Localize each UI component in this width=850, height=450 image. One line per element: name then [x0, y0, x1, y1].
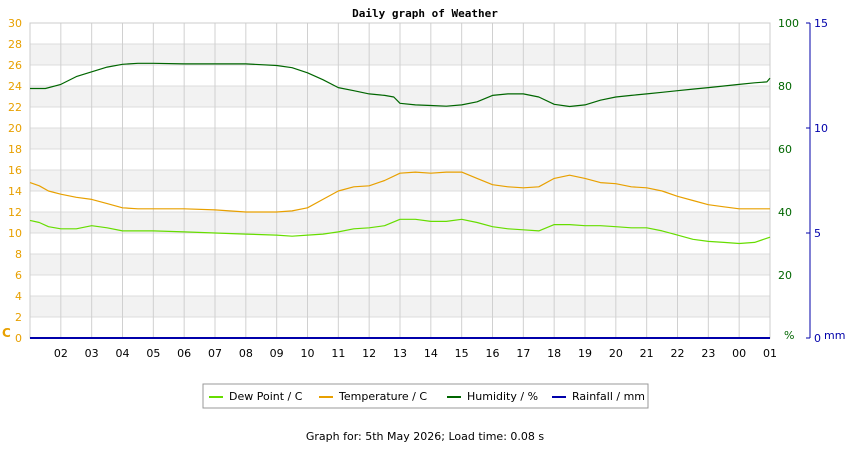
x-tick-label: 16	[486, 347, 500, 360]
y-tick-label-left: 30	[8, 17, 22, 30]
legend	[202, 383, 649, 409]
y-axis-unit-left: C	[2, 326, 11, 340]
y-tick-label-left: 6	[15, 269, 22, 282]
x-tick-label: 06	[177, 347, 191, 360]
y-tick-label-left: 14	[8, 185, 22, 198]
x-tick-label: 21	[640, 347, 654, 360]
y-tick-label-left: 26	[8, 59, 22, 72]
legend-label: Rainfall / mm	[572, 390, 645, 403]
y-tick-label-left: 12	[8, 206, 22, 219]
x-tick-label: 11	[331, 347, 345, 360]
x-tick-label: 19	[578, 347, 592, 360]
series-line-2	[30, 62, 771, 108]
x-tick-label: 22	[671, 347, 685, 360]
x-tick-label: 14	[424, 347, 438, 360]
x-tick-label: 02	[54, 347, 68, 360]
x-tick-label: 09	[270, 347, 284, 360]
y-tick-label-left: 28	[8, 38, 22, 51]
x-tick-label: 00	[732, 347, 746, 360]
legend-label: Humidity / %	[467, 390, 538, 403]
x-tick-label: 05	[146, 347, 160, 360]
legend-label: Dew Point / C	[229, 390, 303, 403]
y-tick-label-right1: 100	[778, 17, 799, 30]
x-tick-label: 13	[393, 347, 407, 360]
y-tick-label-right1: 20	[778, 269, 792, 282]
y-tick-label-left: 4	[15, 290, 22, 303]
x-tick-label: 10	[301, 347, 315, 360]
y-tick-label-left: 24	[8, 80, 22, 93]
y-tick-label-left: 8	[15, 248, 22, 261]
y-tick-label-left: 18	[8, 143, 22, 156]
chart-title: Daily graph of Weather	[352, 7, 498, 20]
x-tick-label: 23	[701, 347, 715, 360]
y-tick-label-right2: 5	[814, 227, 821, 240]
y-tick-label-right2: 15	[814, 17, 828, 30]
x-tick-label: 18	[547, 347, 561, 360]
x-tick-label: 04	[116, 347, 130, 360]
y-tick-label-left: 22	[8, 101, 22, 114]
x-tick-label: 03	[85, 347, 99, 360]
y-tick-label-right2: 0	[814, 332, 821, 345]
y-axis-unit-right2: mm	[824, 329, 845, 342]
x-tick-label: 15	[455, 347, 469, 360]
x-tick-label: 17	[516, 347, 530, 360]
legend-label: Temperature / C	[338, 390, 427, 403]
y-tick-label-left: 16	[8, 164, 22, 177]
x-tick-label: 20	[609, 347, 623, 360]
y-tick-label-left: 0	[15, 332, 22, 345]
y-tick-label-right1: 40	[778, 206, 792, 219]
footer-text: Graph for: 5th May 2026; Load time: 0.08…	[305, 430, 545, 443]
y-tick-label-right2: 10	[814, 122, 828, 135]
y-tick-label-left: 10	[8, 227, 22, 240]
y-axis-unit-right1: %	[784, 329, 794, 342]
y-tick-label-left: 20	[8, 122, 22, 135]
x-tick-label: 01	[763, 347, 777, 360]
x-tick-label: 12	[362, 347, 376, 360]
x-tick-label: 07	[208, 347, 222, 360]
series-line-1	[29, 171, 770, 213]
y-tick-label-left: 2	[15, 311, 22, 324]
series-line-0	[29, 218, 771, 245]
y-tick-label-right1: 60	[778, 143, 792, 156]
y-tick-label-right1: 80	[778, 80, 792, 93]
x-tick-label: 08	[239, 347, 253, 360]
